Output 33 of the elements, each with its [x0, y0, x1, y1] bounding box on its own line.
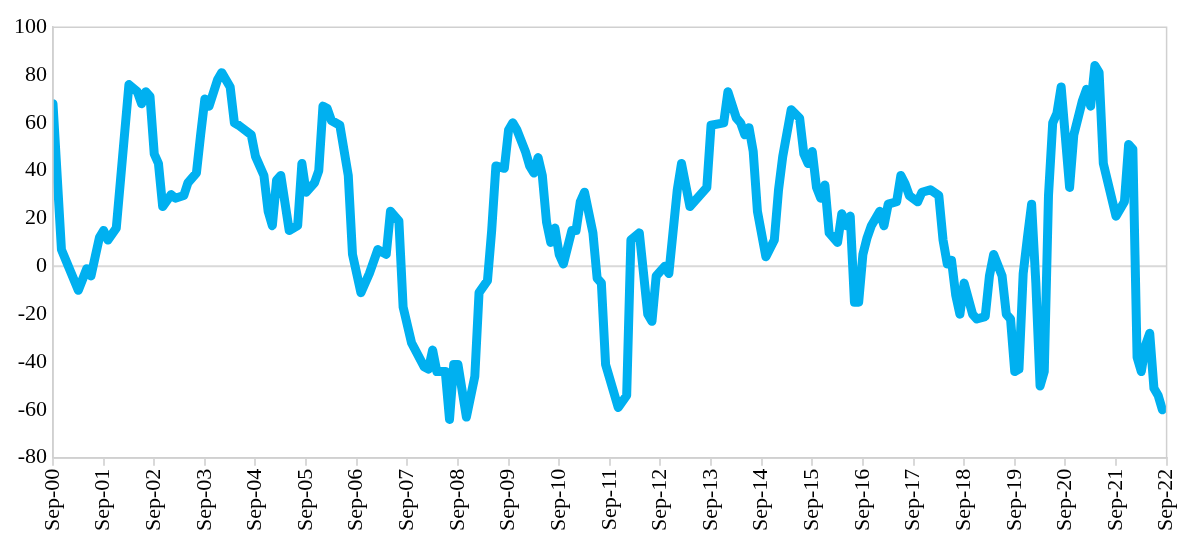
x-tick-label: Sep-00: [38, 468, 64, 531]
x-tick-label: Sep-13: [696, 468, 722, 531]
x-tick-label: Sep-02: [140, 468, 166, 531]
y-tick-label: -20: [17, 299, 47, 325]
x-tick-label: Sep-03: [190, 468, 216, 531]
y-tick-label: -40: [17, 347, 47, 373]
x-tick-label: Sep-16: [848, 468, 874, 531]
x-tick-label: Sep-15: [798, 468, 824, 531]
x-tick-label: Sep-11: [595, 468, 621, 531]
x-tick-label: Sep-19: [1000, 468, 1026, 531]
y-tick-label: 0: [36, 252, 47, 278]
y-tick-label: -80: [17, 443, 47, 469]
x-tick-label: Sep-14: [747, 468, 773, 531]
x-tick-label: Sep-04: [241, 468, 267, 531]
y-tick-label: 80: [25, 60, 47, 86]
x-tick-label: Sep-12: [646, 468, 672, 531]
x-tick-label: Sep-05: [291, 468, 317, 531]
x-tick-label: Sep-21: [1101, 468, 1127, 531]
x-tick-label: Sep-06: [342, 468, 368, 531]
y-tick-label: 100: [14, 12, 47, 38]
x-tick-label: Sep-01: [89, 468, 115, 531]
x-tick-label: Sep-17: [899, 468, 925, 531]
x-tick-label: Sep-10: [544, 468, 570, 531]
x-tick-label: Sep-09: [494, 468, 520, 531]
y-tick-label: -60: [17, 395, 47, 421]
x-tick-label: Sep-07: [393, 468, 419, 531]
y-tick-label: 20: [25, 204, 47, 230]
x-tick-label: Sep-08: [443, 468, 469, 531]
x-tick-label: Sep-22: [1152, 468, 1178, 531]
x-tick-label: Sep-20: [1051, 468, 1077, 531]
y-tick-label: 60: [25, 108, 47, 134]
y-tick-label: 40: [25, 156, 47, 182]
x-tick-label: Sep-18: [949, 468, 975, 531]
